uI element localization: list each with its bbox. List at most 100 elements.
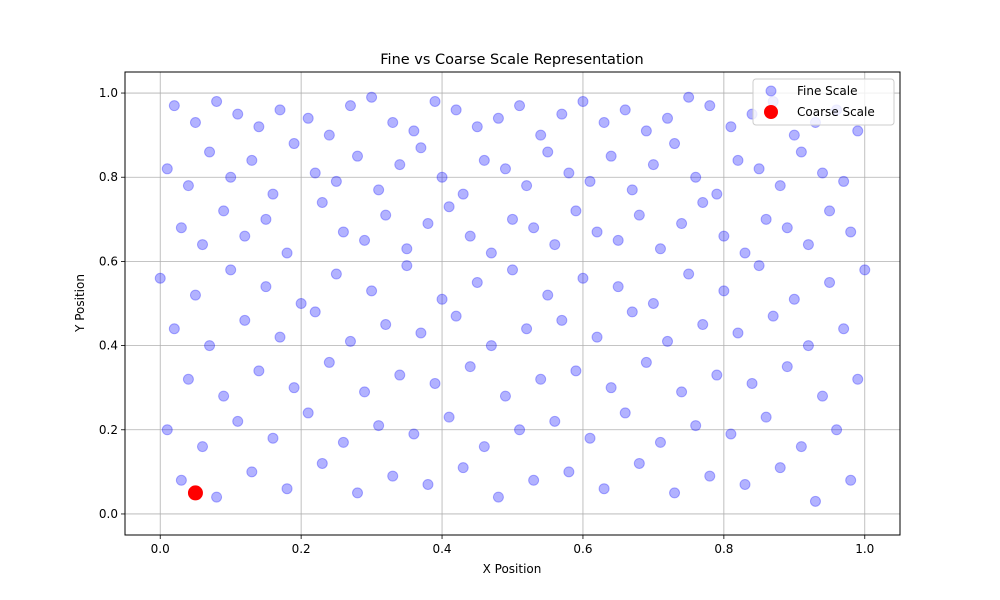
fine-scale-point — [859, 264, 871, 276]
coarse-scale-point — [187, 485, 203, 501]
fine-scale-point — [521, 180, 533, 192]
fine-scale-point — [288, 138, 300, 150]
fine-scale-point — [662, 112, 673, 124]
fine-scale-point — [711, 188, 723, 200]
fine-scale-point — [711, 369, 723, 381]
fine-scale-point — [788, 293, 800, 305]
fine-scale-point — [640, 125, 652, 137]
fine-scale-point — [676, 386, 688, 398]
fine-scale-point — [182, 373, 194, 385]
fine-scale-point — [366, 285, 378, 297]
fine-scale-point — [281, 483, 293, 495]
fine-scale-point — [626, 184, 638, 196]
fine-scale-point — [725, 428, 737, 440]
fine-scale-point — [767, 310, 779, 322]
axis-ticks: 0.0 0.2 0.4 0.6 0.8 1.0 0.0 0.2 0.4 0.6 0.8 1.0 — [99, 86, 874, 556]
fine-scale-point — [161, 163, 173, 175]
y-tick-label: 0.8 — [99, 170, 118, 184]
fine-scale-point — [809, 495, 821, 507]
fine-scale-point — [570, 365, 582, 377]
fine-scale-point — [549, 239, 561, 251]
fine-scale-point — [817, 390, 828, 402]
fine-scale-point — [443, 411, 455, 423]
fine-scale-point — [605, 150, 617, 162]
fine-scale-point — [464, 361, 476, 373]
fine-scale-point — [774, 180, 786, 192]
fine-scale-point — [204, 146, 216, 158]
fine-scale-point — [492, 491, 504, 503]
fine-scale-point — [690, 420, 702, 432]
fine-scale-point — [189, 117, 201, 129]
fine-scale-point — [499, 390, 511, 402]
fine-scale-point — [429, 95, 441, 107]
fine-scale-point — [373, 184, 385, 196]
y-tick-label: 0.6 — [99, 254, 118, 268]
fine-scale-point — [654, 436, 666, 448]
fine-scale-point — [619, 407, 631, 419]
fine-scale-point — [492, 112, 504, 124]
fine-scale-point — [302, 112, 314, 124]
fine-scale-point — [732, 327, 744, 339]
fine-scale-point — [795, 146, 807, 158]
fine-scale-point — [422, 478, 434, 490]
fine-scale-point — [218, 390, 230, 402]
fine-scale-point — [253, 365, 265, 377]
fine-scale-point — [450, 310, 462, 322]
y-tick-label: 0.4 — [99, 339, 118, 353]
fine-scale-point — [774, 462, 786, 474]
fine-scale-point — [168, 100, 180, 112]
fine-scale-point — [591, 226, 603, 238]
fine-scale-point — [352, 150, 363, 162]
fine-scale-point — [197, 441, 208, 453]
fine-scale-point — [197, 239, 208, 251]
fine-scale-point — [337, 436, 349, 448]
fine-scale-point — [591, 331, 603, 343]
fine-scale-point — [175, 474, 187, 486]
fine-scale-point — [718, 285, 730, 297]
fine-scale-point — [337, 226, 349, 238]
fine-scale-point — [528, 222, 540, 234]
fine-scale-point — [725, 121, 737, 133]
fine-scale-point — [760, 411, 772, 423]
fine-scale-point — [514, 424, 526, 436]
fine-scale-point — [154, 272, 166, 284]
fine-scale-point — [295, 298, 307, 309]
fine-scale-point — [211, 491, 223, 503]
fine-scale-point — [401, 243, 413, 255]
fine-scale-point — [344, 100, 356, 112]
y-axis-label: Y Position — [73, 274, 87, 333]
fine-scale-point — [323, 129, 335, 141]
fine-scale-point — [485, 247, 497, 259]
fine-scale-point — [845, 226, 857, 238]
fine-scale-point — [753, 260, 765, 272]
fine-scale-point — [584, 432, 596, 444]
fine-scale-point — [852, 125, 864, 137]
y-tick-label: 1.0 — [99, 86, 118, 100]
fine-scale-point — [640, 356, 652, 368]
fine-scale-point — [175, 222, 187, 234]
fine-scale-point — [161, 424, 173, 436]
fine-scale-point — [316, 457, 328, 469]
fine-scale-point — [802, 239, 814, 251]
fine-scale-point — [189, 289, 201, 301]
fine-scale-point — [168, 323, 180, 335]
fine-scale-point — [260, 213, 272, 225]
fine-scale-point — [795, 441, 807, 453]
fine-scale-point — [514, 100, 526, 112]
fine-scale-point — [584, 175, 596, 187]
fine-scale-point — [521, 323, 533, 335]
fine-scale-point — [436, 171, 448, 183]
fine-scale-point — [211, 95, 223, 107]
fine-scale-point — [316, 196, 328, 208]
x-tick-label: 0.8 — [714, 542, 733, 556]
legend: Fine Scale Coarse Scale — [752, 78, 895, 126]
fine-scale-point — [182, 180, 194, 192]
fine-scale-point — [690, 171, 702, 183]
fine-scale-point — [633, 457, 645, 469]
fine-scale-point — [507, 264, 518, 276]
fine-scale-point — [366, 91, 378, 103]
fine-scale-point — [344, 335, 356, 347]
fine-scale-point — [669, 138, 681, 150]
fine-scale-point — [443, 201, 455, 213]
